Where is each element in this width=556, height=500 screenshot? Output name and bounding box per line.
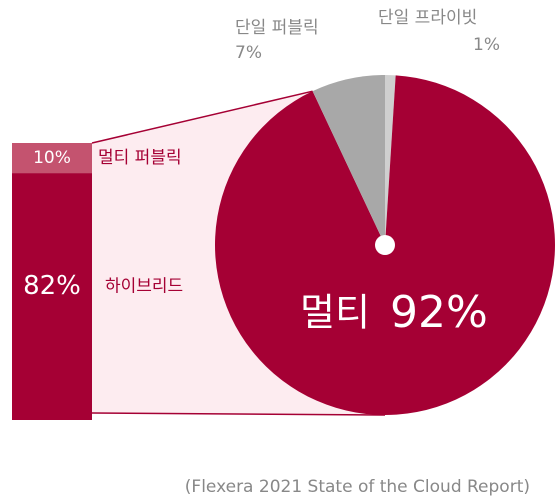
pie-value-label: 92% (390, 287, 488, 338)
bar-segment (12, 173, 92, 420)
bar-value-label: 10% (33, 148, 71, 168)
pie-slice (312, 75, 385, 245)
bar-segment (12, 143, 92, 174)
pie-center (375, 235, 395, 255)
pie-value-label: 1% (473, 35, 500, 55)
connector-line (91, 412, 386, 416)
bar-label: 멀티 퍼블릭 (98, 148, 182, 168)
pie-slice (385, 75, 396, 245)
bar-value-label: 82% (23, 271, 81, 301)
pie-label: 단일 퍼블릭 (235, 18, 319, 38)
connector-line (91, 90, 313, 144)
pie-value-label: 7% (235, 43, 262, 63)
bar-label: 하이브리드 (105, 277, 183, 297)
source: (Flexera 2021 State of the Cloud Report) (185, 477, 530, 497)
pie-label: 단일 프라이빗 (378, 8, 477, 28)
pie-label: 멀티 (300, 291, 370, 335)
